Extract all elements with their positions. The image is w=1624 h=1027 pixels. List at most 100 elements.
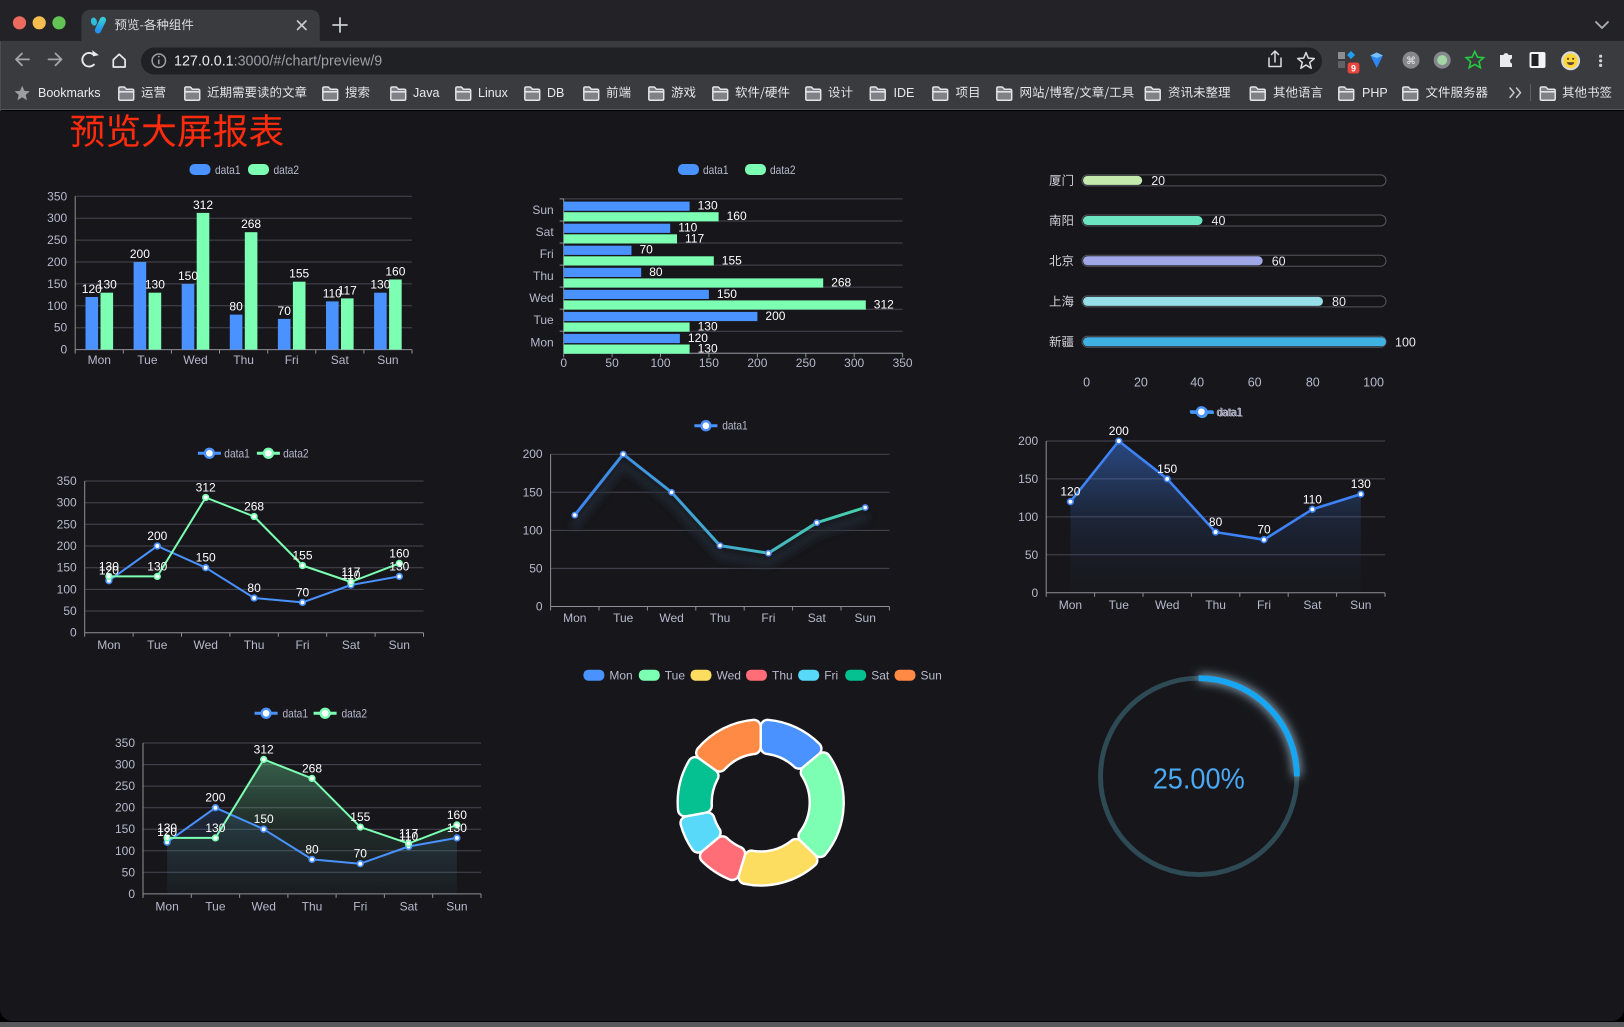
svg-text:Sat: Sat [808, 611, 827, 625]
svg-text:80: 80 [247, 581, 261, 595]
svg-text:Sat: Sat [331, 353, 350, 367]
svg-text:80: 80 [1306, 376, 1320, 390]
svg-text:Fri: Fri [353, 900, 367, 914]
svg-text:Tue: Tue [147, 638, 168, 652]
svg-text:300: 300 [47, 211, 67, 225]
svg-text:80: 80 [649, 265, 663, 279]
svg-text:Wed: Wed [251, 900, 275, 914]
svg-text:70: 70 [278, 304, 292, 318]
svg-text:data2: data2 [274, 163, 300, 177]
svg-text:100: 100 [1018, 510, 1038, 524]
svg-text:70: 70 [354, 847, 368, 861]
svg-text:100: 100 [115, 844, 135, 858]
svg-text:130: 130 [698, 342, 718, 356]
svg-text:Sun: Sun [921, 669, 942, 683]
svg-text:Tue: Tue [665, 669, 686, 683]
svg-text:Thu: Thu [772, 669, 793, 683]
svg-text:150: 150 [57, 561, 77, 575]
svg-text:200: 200 [1109, 424, 1129, 438]
svg-text:130: 130 [698, 320, 718, 334]
svg-text:Sun: Sun [389, 638, 410, 652]
svg-text:100: 100 [1395, 335, 1416, 349]
svg-text:0: 0 [560, 356, 567, 370]
svg-text:250: 250 [47, 233, 67, 247]
svg-text:50: 50 [529, 561, 543, 575]
svg-text:50: 50 [54, 321, 68, 335]
svg-text:Wed: Wed [1155, 598, 1179, 612]
svg-text:200: 200 [523, 447, 543, 461]
svg-text:130: 130 [698, 199, 718, 213]
svg-text:Bookmarks: Bookmarks [38, 86, 101, 100]
svg-text:DB: DB [547, 86, 564, 100]
svg-text:110: 110 [399, 830, 418, 844]
svg-text:117: 117 [341, 565, 360, 579]
svg-text:160: 160 [385, 265, 405, 279]
svg-text:Thu: Thu [710, 611, 731, 625]
svg-text:Thu: Thu [233, 353, 254, 367]
svg-text:Mon: Mon [609, 669, 632, 683]
svg-text:50: 50 [605, 356, 619, 370]
svg-text:200: 200 [205, 791, 225, 805]
svg-text:data1: data1 [722, 419, 748, 433]
svg-text:110: 110 [678, 221, 697, 235]
svg-text:Sun: Sun [446, 900, 467, 914]
svg-text:Sat: Sat [342, 638, 361, 652]
svg-text:Tue: Tue [613, 611, 634, 625]
svg-text:200: 200 [747, 356, 767, 370]
svg-text:150: 150 [699, 356, 719, 370]
svg-text:50: 50 [122, 865, 136, 879]
svg-text:Fri: Fri [824, 669, 838, 683]
svg-text:Thu: Thu [244, 638, 265, 652]
svg-text:40: 40 [1212, 214, 1226, 228]
svg-text:Fri: Fri [540, 247, 554, 261]
svg-text:data1: data1 [283, 706, 309, 720]
svg-text:50: 50 [1025, 548, 1039, 562]
svg-text:25.00%: 25.00% [1153, 763, 1245, 795]
svg-text:Mon: Mon [97, 638, 120, 652]
svg-text:0: 0 [1032, 586, 1039, 600]
svg-text:200: 200 [765, 309, 785, 323]
svg-text:70: 70 [640, 243, 654, 257]
svg-text:Thu: Thu [533, 269, 554, 283]
svg-text:data2: data2 [342, 706, 368, 720]
svg-text:Thu: Thu [302, 900, 323, 914]
svg-text:80: 80 [229, 300, 243, 314]
svg-text:20: 20 [1151, 174, 1165, 188]
svg-text:110: 110 [1303, 492, 1322, 506]
svg-text:data1: data1 [224, 446, 250, 460]
svg-text:150: 150 [523, 485, 543, 499]
svg-text:130: 130 [389, 559, 409, 573]
svg-text:Thu: Thu [1205, 598, 1226, 612]
svg-text:Sun: Sun [532, 203, 553, 217]
svg-text:80: 80 [1209, 515, 1223, 529]
svg-text:Sun: Sun [377, 353, 398, 367]
svg-text:155: 155 [722, 253, 742, 267]
svg-text:250: 250 [57, 517, 77, 531]
svg-text:Linux: Linux [478, 86, 509, 100]
svg-text:200: 200 [115, 801, 135, 815]
svg-text:Mon: Mon [563, 611, 586, 625]
svg-text:Mon: Mon [155, 900, 178, 914]
svg-text:Mon: Mon [1059, 598, 1082, 612]
svg-text:117: 117 [399, 827, 418, 841]
svg-text:110: 110 [323, 286, 342, 300]
svg-text:data1: data1 [215, 163, 241, 177]
svg-text:Sun: Sun [855, 611, 876, 625]
svg-text:Tue: Tue [533, 313, 554, 327]
svg-text:Fri: Fri [1257, 598, 1271, 612]
svg-text:Wed: Wed [529, 291, 553, 305]
svg-text:312: 312 [193, 198, 213, 212]
svg-text:350: 350 [47, 189, 67, 203]
svg-text:150: 150 [115, 822, 135, 836]
svg-text:Fri: Fri [296, 638, 310, 652]
svg-text:50: 50 [63, 604, 77, 618]
svg-text:0: 0 [70, 626, 77, 640]
svg-text:Wed: Wed [717, 669, 741, 683]
svg-text:268: 268 [302, 761, 322, 775]
svg-text:155: 155 [289, 267, 309, 281]
svg-text:0: 0 [536, 600, 543, 614]
svg-text:150: 150 [254, 812, 274, 826]
svg-text:80: 80 [305, 842, 319, 856]
svg-text:130: 130 [97, 278, 117, 292]
svg-text:Tue: Tue [205, 900, 226, 914]
